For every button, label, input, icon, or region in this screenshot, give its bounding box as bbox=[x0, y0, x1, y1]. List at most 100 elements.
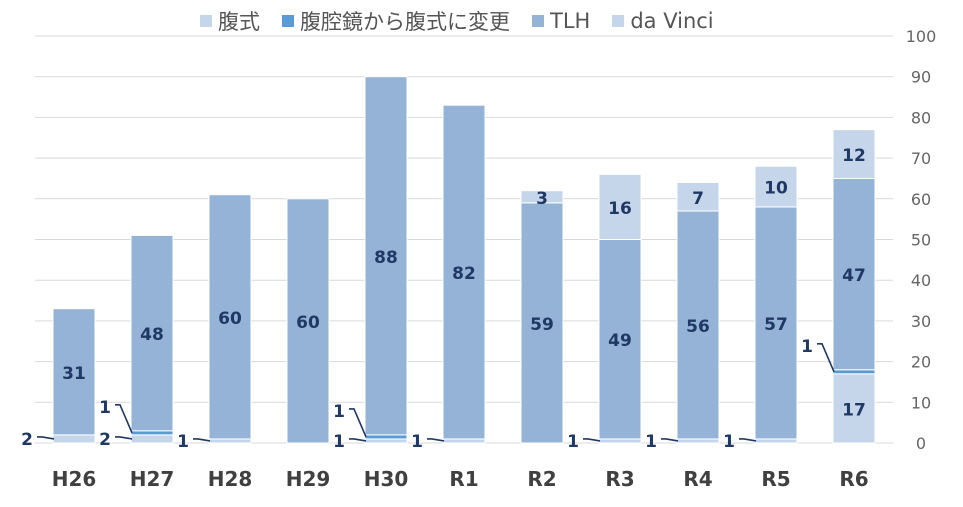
data-label: 1 bbox=[333, 402, 345, 422]
legend-label-abdominal: 腹式 bbox=[218, 10, 260, 34]
bar-segment-series-2 bbox=[598, 239, 642, 440]
bar-segment-series-0 bbox=[208, 438, 252, 444]
data-label: 31 bbox=[62, 364, 86, 384]
data-label: 1 bbox=[177, 432, 189, 452]
bar-segment-series-2 bbox=[832, 177, 876, 371]
data-label: 60 bbox=[218, 309, 242, 329]
data-label: 57 bbox=[764, 315, 788, 335]
bar-segment-series-2 bbox=[676, 210, 720, 440]
y-tick-label: 0 bbox=[916, 434, 926, 453]
y-tick-label: 90 bbox=[911, 68, 931, 87]
legend-label-tlh: TLH bbox=[550, 9, 591, 33]
data-label: 82 bbox=[452, 264, 476, 284]
data-label: 12 bbox=[842, 146, 866, 166]
x-tick-label: R5 bbox=[761, 467, 790, 491]
x-tick-label: R1 bbox=[449, 467, 478, 491]
x-tick-label: H28 bbox=[208, 467, 253, 491]
data-label: 88 bbox=[374, 248, 398, 268]
y-tick-label: 80 bbox=[911, 108, 931, 127]
y-tick-label: 50 bbox=[911, 231, 931, 250]
leader-line bbox=[661, 438, 679, 442]
data-label: 59 bbox=[530, 315, 554, 335]
bar-segment-series-0 bbox=[754, 438, 798, 444]
data-label: 1 bbox=[99, 398, 111, 418]
legend-label-davinci: da Vinci bbox=[630, 9, 714, 33]
legend-swatch-converted bbox=[282, 15, 294, 27]
chart-legend: 腹式 腹腔鏡から腹式に変更 TLH da Vinci bbox=[200, 6, 714, 36]
leader-line bbox=[115, 404, 133, 434]
leader-line bbox=[739, 438, 757, 442]
bar-segment-series-1 bbox=[832, 369, 876, 375]
bar-segment-series-0 bbox=[832, 373, 876, 444]
legend-item-converted: 腹腔鏡から腹式に変更 bbox=[282, 6, 510, 36]
bar-segment-series-0 bbox=[676, 438, 720, 444]
data-label: 1 bbox=[411, 432, 423, 452]
data-label: 1 bbox=[333, 432, 345, 452]
y-tick-label: 100 bbox=[906, 27, 937, 46]
bar-segment-series-0 bbox=[52, 434, 96, 444]
y-tick-label: 60 bbox=[911, 190, 931, 209]
data-label: 10 bbox=[764, 179, 788, 199]
x-tick-label: R4 bbox=[683, 467, 712, 491]
data-label: 2 bbox=[21, 430, 33, 450]
legend-swatch-tlh bbox=[532, 15, 544, 27]
data-label: 48 bbox=[140, 325, 164, 345]
x-tick-label: H26 bbox=[52, 467, 97, 491]
legend-item-tlh: TLH bbox=[532, 9, 590, 33]
bar-segment-series-3 bbox=[754, 165, 798, 208]
y-tick-label: 70 bbox=[911, 149, 931, 168]
x-tick-label: R2 bbox=[527, 467, 556, 491]
bar-segment-series-0 bbox=[364, 438, 408, 444]
y-tick-label: 20 bbox=[911, 353, 931, 372]
data-label: 7 bbox=[692, 189, 704, 209]
legend-item-abdominal: 腹式 bbox=[200, 6, 260, 36]
leader-line bbox=[349, 438, 367, 442]
data-label: 60 bbox=[296, 313, 320, 333]
legend-swatch-abdominal bbox=[200, 15, 212, 27]
leader-line bbox=[427, 438, 445, 442]
data-label: 2 bbox=[99, 430, 111, 450]
bar-segment-series-2 bbox=[286, 198, 330, 444]
leader-line bbox=[193, 438, 211, 442]
data-label: 47 bbox=[842, 266, 866, 286]
y-tick-label: 10 bbox=[911, 393, 931, 412]
data-label: 3 bbox=[536, 189, 548, 209]
bar-segment-series-0 bbox=[130, 434, 174, 444]
x-tick-label: H27 bbox=[130, 467, 175, 491]
leader-line bbox=[583, 438, 601, 442]
bar-segment-series-1 bbox=[130, 430, 174, 436]
bar-segment-series-3 bbox=[832, 129, 876, 179]
bar-segment-series-1 bbox=[364, 434, 408, 440]
bar-segment-series-3 bbox=[520, 190, 564, 204]
y-tick-label: 30 bbox=[911, 312, 931, 331]
bar-segment-series-2 bbox=[208, 194, 252, 440]
bar-segment-series-2 bbox=[520, 202, 564, 444]
leader-line bbox=[817, 342, 835, 373]
x-tick-label: H29 bbox=[286, 467, 331, 491]
leader-line bbox=[37, 436, 55, 440]
bar-segment-series-3 bbox=[676, 182, 720, 212]
bar-segment-series-2 bbox=[130, 234, 174, 432]
data-label: 1 bbox=[567, 432, 579, 452]
data-label: 56 bbox=[686, 317, 710, 337]
x-tick-label: R6 bbox=[839, 467, 868, 491]
bar-segment-series-2 bbox=[364, 76, 408, 436]
bar-segment-series-3 bbox=[598, 173, 642, 241]
legend-label-converted: 腹腔鏡から腹式に変更 bbox=[300, 10, 510, 34]
leader-line bbox=[349, 408, 367, 438]
leader-line bbox=[115, 436, 133, 440]
y-tick-label: 40 bbox=[911, 271, 931, 290]
legend-item-davinci: da Vinci bbox=[612, 9, 714, 33]
x-tick-label: H30 bbox=[364, 467, 409, 491]
bar-segment-series-0 bbox=[442, 438, 486, 444]
bar-segment-series-0 bbox=[598, 438, 642, 444]
legend-swatch-davinci bbox=[612, 15, 625, 27]
data-label: 1 bbox=[801, 337, 813, 357]
data-label: 17 bbox=[842, 400, 866, 420]
data-label: 1 bbox=[723, 432, 735, 452]
x-tick-label: R3 bbox=[605, 467, 634, 491]
data-label: 1 bbox=[645, 432, 657, 452]
data-label: 49 bbox=[608, 331, 632, 351]
data-label: 16 bbox=[608, 199, 632, 219]
